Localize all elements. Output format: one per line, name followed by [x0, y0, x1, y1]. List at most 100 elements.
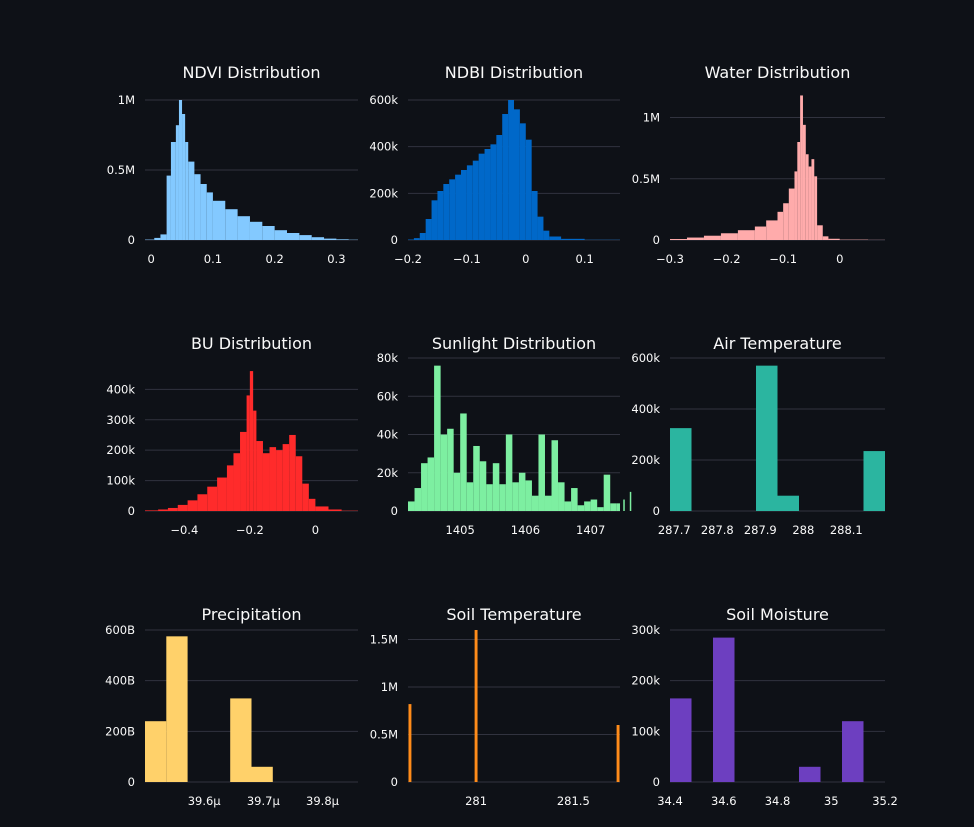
- histogram-bar: [249, 371, 254, 511]
- histogram-bar: [531, 495, 539, 511]
- histogram-bar: [299, 235, 312, 240]
- histogram-bar: [466, 165, 473, 240]
- histogram-bar: [256, 441, 263, 511]
- histogram-bar: [822, 236, 829, 240]
- histogram-bar: [197, 494, 208, 511]
- chart-title: Precipitation: [201, 605, 301, 624]
- y-tick-label: 300k: [631, 623, 660, 637]
- x-tick-label: −0.2: [236, 523, 264, 537]
- histogram-bar: [561, 238, 585, 240]
- y-tick-label: 400k: [631, 402, 660, 416]
- chart-title: NDBI Distribution: [445, 63, 583, 82]
- chart-title: Soil Moisture: [726, 605, 829, 624]
- histogram-bar: [811, 159, 815, 240]
- histogram-bar: [274, 230, 287, 240]
- histogram-bar: [788, 188, 795, 240]
- histogram-bar: [413, 238, 420, 240]
- histogram-bar: [282, 444, 290, 511]
- histogram-bar: [240, 431, 247, 511]
- histogram-bar: [551, 440, 559, 511]
- x-tick-label: −0.3: [656, 252, 684, 266]
- chart-title: NDVI Distribution: [182, 63, 320, 82]
- x-tick-label: 34.4: [657, 794, 683, 808]
- histogram-bar: [777, 211, 784, 240]
- y-tick-label: 300k: [106, 413, 135, 427]
- histogram-bar: [817, 225, 823, 240]
- histogram-bar: [447, 428, 454, 511]
- y-tick-label: 200B: [105, 724, 135, 738]
- histogram-bar: [558, 482, 565, 511]
- histogram-bar: [800, 95, 803, 240]
- histogram-bar: [603, 474, 611, 511]
- histogram-bar: [473, 445, 480, 511]
- histogram-bar: [518, 472, 526, 511]
- x-tick-label: −0.1: [453, 252, 481, 266]
- histogram-bar: [713, 637, 735, 782]
- x-tick-label: 39.6μ: [188, 794, 222, 808]
- histogram-bar: [207, 486, 218, 511]
- y-tick-label: 200k: [631, 453, 660, 467]
- histogram-bar: [145, 510, 159, 511]
- y-tick-label: 1.5M: [370, 633, 398, 647]
- histogram-bar: [805, 154, 809, 240]
- x-tick-label: −0.2: [713, 252, 741, 266]
- histogram-bar: [185, 142, 189, 240]
- histogram-bar: [308, 498, 316, 511]
- histogram-bar: [425, 219, 432, 240]
- chart-sunlight: Sunlight Distribution 0 20k 40k 60k 80k 1405 14…: [377, 334, 632, 537]
- x-tick-label: 0.1: [576, 252, 594, 266]
- y-tick-label: 600k: [369, 93, 398, 107]
- y-tick-label: 0: [653, 233, 660, 247]
- histogram-bar: [512, 482, 519, 511]
- x-tick-label: −0.1: [769, 252, 797, 266]
- histogram-bar: [670, 428, 692, 511]
- histogram-bar: [408, 704, 412, 782]
- histogram-bar: [287, 233, 300, 240]
- histogram-bar: [246, 395, 250, 511]
- histogram-bar: [505, 434, 513, 511]
- x-tick-label: 1406: [511, 523, 540, 537]
- histogram-bar: [315, 506, 329, 511]
- chart-ndbi: NDBI Distribution 0 200k 400k 600k −0.2 −0.1 0 0…: [369, 63, 620, 266]
- y-tick-label: 600k: [631, 351, 660, 365]
- x-tick-label: 35: [824, 794, 839, 808]
- histogram-bar: [251, 766, 273, 782]
- histogram-bar: [474, 630, 478, 782]
- x-tick-label: 0: [522, 252, 529, 266]
- y-tick-label: 0.5M: [632, 172, 660, 186]
- chart-title: Water Distribution: [705, 63, 851, 82]
- x-tick-label: 0: [836, 252, 843, 266]
- histogram-bar: [170, 142, 176, 240]
- x-tick-label: −0.2: [394, 252, 422, 266]
- histogram-bar: [486, 484, 493, 511]
- x-tick-label: 281: [465, 794, 487, 808]
- histogram-bar: [421, 463, 428, 511]
- x-tick-label: 34.6: [711, 794, 737, 808]
- y-tick-label: 60k: [377, 389, 399, 403]
- histogram-bar: [434, 365, 441, 511]
- histogram-bar: [276, 450, 283, 511]
- chart-soilmoist: Soil Moisture 0 100k 200k 300k 34.4 34.6 34.8 35…: [631, 605, 897, 808]
- histogram-bar: [610, 503, 617, 511]
- histogram-bar: [145, 721, 167, 782]
- histogram-bar: [703, 235, 721, 240]
- histogram-bar: [783, 203, 789, 240]
- histogram-bar: [324, 238, 337, 240]
- histogram-bar: [443, 184, 450, 240]
- histogram-bar: [328, 509, 342, 511]
- y-tick-label: 100k: [631, 724, 660, 738]
- histogram-bar: [496, 135, 503, 240]
- histogram-bar: [670, 698, 692, 782]
- y-tick-label: 200k: [106, 443, 135, 457]
- histogram-bar: [616, 725, 620, 782]
- chart-water: Water Distribution 0 0.5M 1M −0.3 −0.2 −0.1 0: [632, 63, 885, 266]
- histogram-bar: [431, 200, 438, 240]
- x-tick-label: 1405: [446, 523, 475, 537]
- y-tick-label: 1M: [643, 111, 660, 125]
- histogram-bar: [794, 171, 798, 240]
- histogram-bar: [564, 501, 572, 511]
- histogram-bar: [200, 184, 207, 240]
- x-tick-label: 287.8: [701, 523, 734, 537]
- chart-title: Air Temperature: [713, 334, 841, 353]
- y-tick-label: 400k: [369, 140, 398, 154]
